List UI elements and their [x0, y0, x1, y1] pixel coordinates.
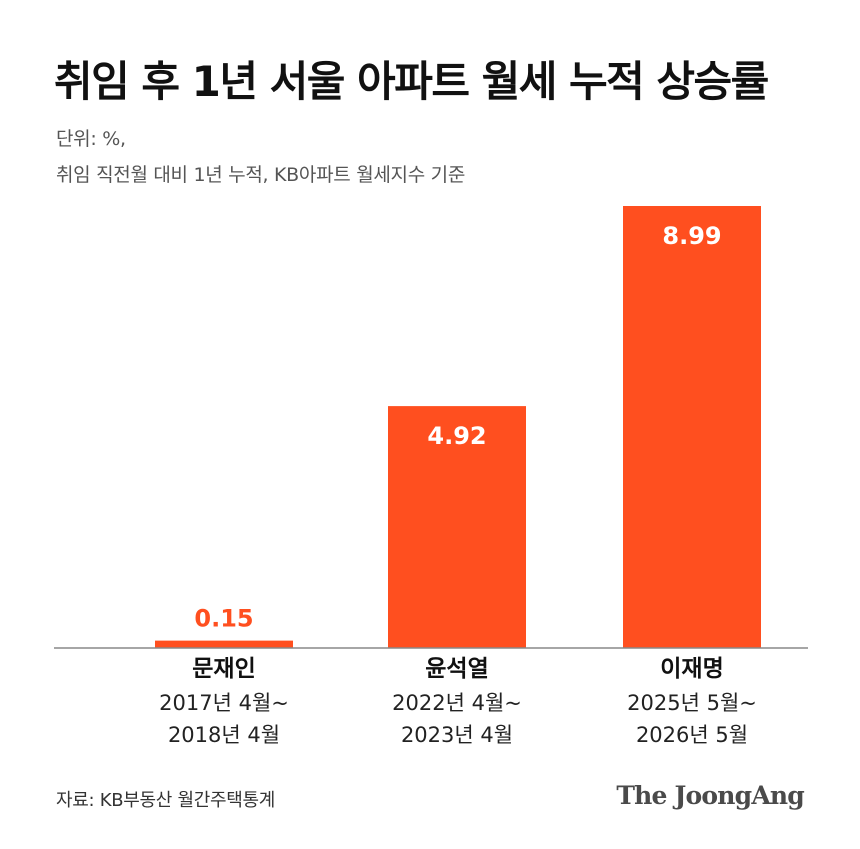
source-note: 자료: KB부동산 월간주택통계	[56, 790, 276, 811]
value-label-3: 8.99	[662, 222, 721, 250]
period-start-2: 2022년 4월~	[392, 691, 522, 715]
category-label-1: 문재인	[192, 656, 255, 682]
period-start-3: 2025년 5월~	[627, 691, 757, 715]
bar-2	[388, 406, 526, 648]
period-end-1: 2018년 4월	[168, 723, 280, 747]
period-start-1: 2017년 4월~	[159, 691, 289, 715]
bar-chart: 0.15 문재인 2017년 4월~ 2018년 4월 4.92 윤석열 2022년 4월~…	[54, 206, 808, 747]
basis-note: 취임 직전월 대비 1년 누적, KB아파트 월세지수 기준	[56, 164, 466, 186]
chart-title: 취임 후 1년 서울 아파트 월세 누적 상승률	[54, 57, 769, 106]
bar-1	[155, 640, 293, 648]
category-label-3: 이재명	[660, 656, 723, 682]
period-end-3: 2026년 5월	[636, 723, 748, 747]
value-label-1: 0.15	[194, 605, 253, 633]
period-end-2: 2023년 4월	[401, 723, 513, 747]
bar-3	[623, 206, 761, 648]
unit-note: 단위: %,	[56, 128, 126, 150]
publisher-logo: The JoongAng	[616, 781, 804, 810]
category-label-2: 윤석열	[425, 656, 488, 682]
value-label-2: 4.92	[427, 422, 486, 450]
